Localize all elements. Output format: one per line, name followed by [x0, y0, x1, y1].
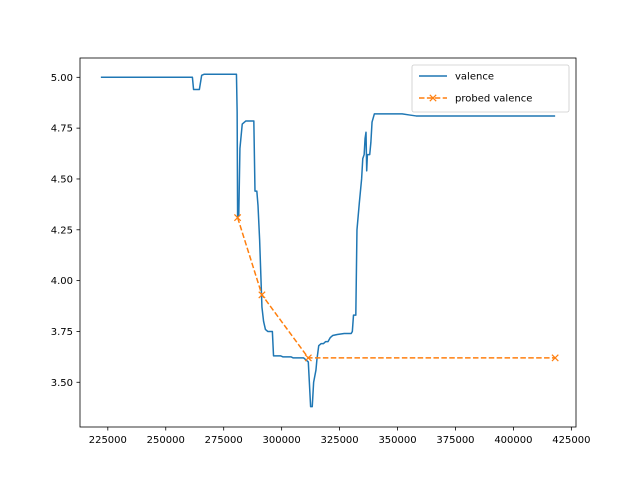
- probed-valence-point: [258, 291, 266, 299]
- x-tick-label: 300000: [263, 435, 301, 446]
- series-line-probed-valence: [236, 217, 556, 359]
- probed-valence-point: [304, 354, 312, 362]
- axes-frame: [79, 57, 577, 428]
- series-line-valence: [100, 73, 556, 408]
- x-tick-label: 375000: [436, 435, 474, 446]
- y-axis: 3.50 3.75 4.00 4.25 4.50 4.75 5.00: [51, 73, 80, 389]
- x-tick-label: 275000: [205, 435, 243, 446]
- y-tick-label: 3.50: [51, 378, 73, 389]
- x-axis: 225000 250000 275000 300000 325000 350000 3750…: [89, 427, 590, 446]
- y-tick-label: 4.75: [51, 124, 73, 135]
- legend-entry: probed valence: [419, 94, 532, 105]
- y-tick-label: 4.50: [51, 175, 73, 186]
- legend: valence probed valence: [411, 64, 570, 113]
- y-tick-label: 5.00: [51, 73, 73, 84]
- y-tick-label: 4.00: [51, 276, 73, 287]
- legend-marker: [429, 94, 437, 102]
- legend-box: [411, 64, 570, 113]
- x-tick-label: 425000: [552, 435, 590, 446]
- x-tick-label: 350000: [378, 435, 416, 446]
- probed-valence-point: [551, 354, 559, 362]
- x-tick-label: 400000: [494, 435, 532, 446]
- legend-entry: valence: [419, 72, 494, 83]
- x-tick-label: 325000: [320, 435, 358, 446]
- x-tick-label: 250000: [147, 435, 185, 446]
- legend-label: probed valence: [455, 94, 532, 105]
- probed-valence-point: [233, 213, 242, 222]
- plot-area: [100, 73, 559, 408]
- legend-label: valence: [455, 72, 494, 83]
- y-tick-label: 3.75: [51, 327, 73, 338]
- x-tick-label: 225000: [89, 435, 127, 446]
- series-layer: [100, 73, 559, 408]
- y-tick-label: 4.25: [51, 225, 73, 236]
